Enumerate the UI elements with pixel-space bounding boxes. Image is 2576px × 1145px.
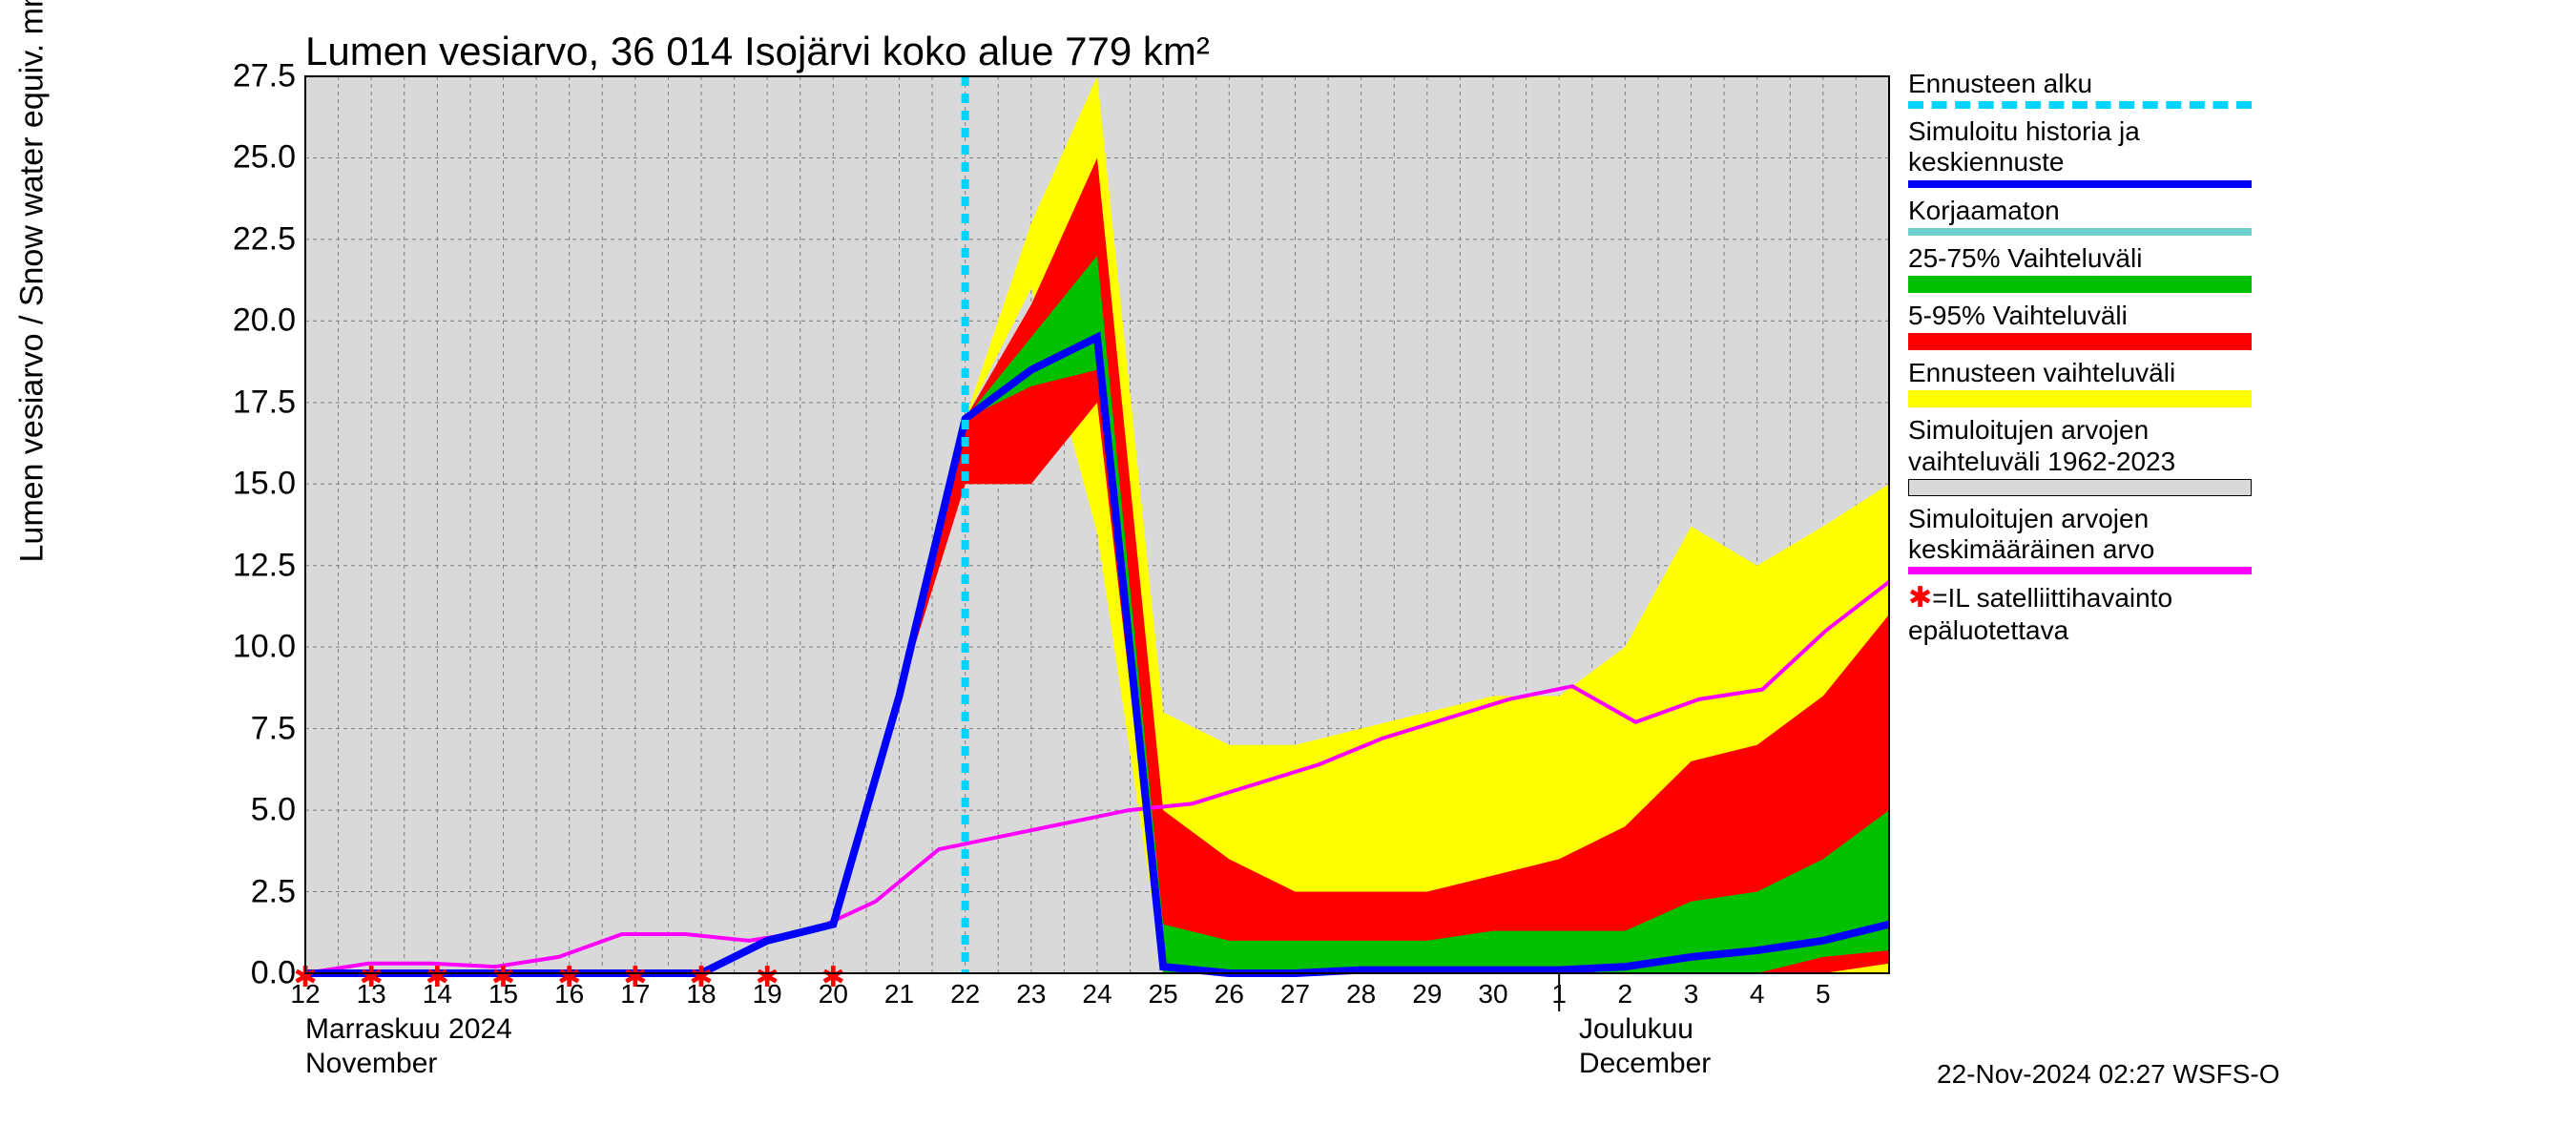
plot-area: ✱✱✱✱✱✱✱✱✱ 0.02.55.07.510.012.515.017.520… bbox=[305, 76, 1889, 973]
legend-swatch bbox=[1908, 567, 2252, 574]
x-tick-label: 20 bbox=[819, 979, 848, 1010]
legend-item: Simuloitujen arvojen keskimääräinen arvo bbox=[1908, 504, 2252, 574]
legend-swatch bbox=[1908, 479, 2252, 496]
y-tick-label: 27.5 bbox=[233, 58, 296, 95]
x-tick-label: 23 bbox=[1016, 979, 1046, 1010]
legend-swatch bbox=[1908, 276, 2252, 293]
month-label: December bbox=[1579, 1048, 1711, 1080]
x-tick-label: 29 bbox=[1412, 979, 1442, 1010]
x-tick-label: 17 bbox=[620, 979, 650, 1010]
x-tick-label: 15 bbox=[488, 979, 518, 1010]
x-tick-label: 26 bbox=[1215, 979, 1244, 1010]
legend-marker-icon: ✱ bbox=[1908, 582, 1932, 614]
x-tick-label: 3 bbox=[1684, 979, 1699, 1010]
legend-label: Korjaamaton bbox=[1908, 196, 2252, 226]
month-label: November bbox=[305, 1048, 437, 1080]
y-tick-label: 10.0 bbox=[233, 629, 296, 666]
legend-label: 25-75% Vaihteluväli bbox=[1908, 243, 2252, 274]
legend-label: Simuloitujen arvojen keskimääräinen arvo bbox=[1908, 504, 2252, 565]
legend-swatch bbox=[1908, 333, 2252, 350]
x-tick-label: 1 bbox=[1551, 979, 1567, 1010]
x-tick-label: 25 bbox=[1149, 979, 1178, 1010]
legend-item: Ennusteen vaihteluväli bbox=[1908, 358, 2252, 407]
legend-item: Simuloitujen arvojen vaihteluväli 1962-2… bbox=[1908, 415, 2252, 495]
y-tick-label: 25.0 bbox=[233, 139, 296, 177]
legend-item: Simuloitu historia ja keskiennuste bbox=[1908, 116, 2252, 187]
month-label: Joulukuu bbox=[1579, 1013, 1693, 1046]
x-tick-label: 12 bbox=[290, 979, 320, 1010]
month-label: Marraskuu 2024 bbox=[305, 1013, 512, 1046]
legend-item: 5-95% Vaihteluväli bbox=[1908, 301, 2252, 350]
x-tick-label: 18 bbox=[686, 979, 716, 1010]
legend-swatch bbox=[1908, 101, 2252, 109]
y-tick-label: 7.5 bbox=[251, 710, 296, 747]
x-tick-label: 27 bbox=[1280, 979, 1310, 1010]
x-tick-label: 5 bbox=[1816, 979, 1831, 1010]
y-tick-label: 2.5 bbox=[251, 873, 296, 910]
y-tick-label: 0.0 bbox=[251, 955, 296, 992]
y-tick-label: 15.0 bbox=[233, 466, 296, 503]
legend-label: Ennusteen vaihteluväli bbox=[1908, 358, 2252, 388]
x-tick-label: 4 bbox=[1750, 979, 1765, 1010]
legend-item: ✱=IL satelliittihavainto epäluotettava bbox=[1908, 582, 2252, 646]
x-tick-label: 22 bbox=[950, 979, 980, 1010]
plot-svg: ✱✱✱✱✱✱✱✱✱ bbox=[305, 76, 1889, 973]
legend-label: ✱=IL satelliittihavainto epäluotettava bbox=[1908, 582, 2252, 646]
legend-label: 5-95% Vaihteluväli bbox=[1908, 301, 2252, 331]
y-axis-label: Lumen vesiarvo / Snow water equiv. mm bbox=[14, 0, 52, 563]
legend-swatch bbox=[1908, 180, 2252, 188]
legend: Ennusteen alku Simuloitu historia ja kesk… bbox=[1908, 69, 2252, 654]
x-tick-label: 19 bbox=[753, 979, 782, 1010]
x-tick-label: 28 bbox=[1346, 979, 1376, 1010]
x-tick-label: 24 bbox=[1082, 979, 1111, 1010]
y-tick-label: 22.5 bbox=[233, 220, 296, 258]
legend-item: Korjaamaton bbox=[1908, 196, 2252, 236]
legend-label: Simuloitu historia ja keskiennuste bbox=[1908, 116, 2252, 177]
y-tick-label: 20.0 bbox=[233, 302, 296, 340]
x-tick-label: 16 bbox=[554, 979, 584, 1010]
legend-label: Simuloitujen arvojen vaihteluväli 1962-2… bbox=[1908, 415, 2252, 476]
chart-title: Lumen vesiarvo, 36 014 Isojärvi koko alu… bbox=[305, 29, 1210, 74]
legend-label: Ennusteen alku bbox=[1908, 69, 2252, 99]
legend-swatch bbox=[1908, 228, 2252, 236]
legend-item: Ennusteen alku bbox=[1908, 69, 2252, 109]
legend-swatch bbox=[1908, 390, 2252, 407]
y-tick-label: 17.5 bbox=[233, 384, 296, 421]
x-tick-label: 13 bbox=[357, 979, 386, 1010]
x-tick-label: 21 bbox=[884, 979, 914, 1010]
x-tick-label: 2 bbox=[1618, 979, 1633, 1010]
x-tick-label: 30 bbox=[1478, 979, 1507, 1010]
y-tick-label: 12.5 bbox=[233, 547, 296, 584]
timestamp-label: 22-Nov-2024 02:27 WSFS-O bbox=[1937, 1059, 2280, 1090]
x-tick-label: 14 bbox=[423, 979, 452, 1010]
legend-item: 25-75% Vaihteluväli bbox=[1908, 243, 2252, 293]
y-tick-label: 5.0 bbox=[251, 792, 296, 829]
chart-container: Lumen vesiarvo / Snow water equiv. mm Lu… bbox=[57, 19, 2557, 1126]
